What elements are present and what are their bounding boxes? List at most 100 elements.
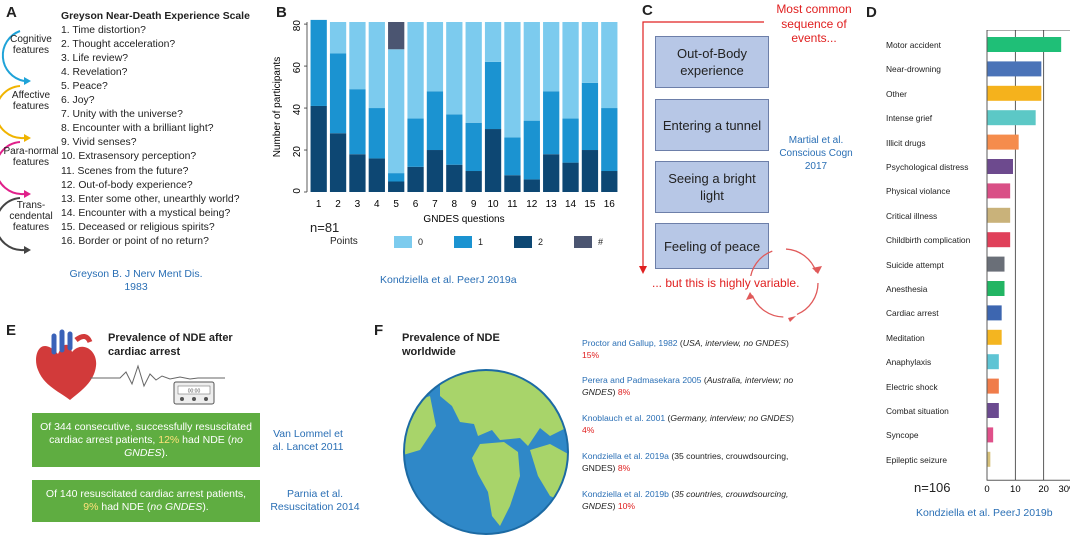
x-tick-label: 7 [432, 199, 438, 210]
ref-pre: ( [701, 375, 707, 385]
bar-anesthesia [987, 281, 1005, 296]
box2-text: Of 140 resuscitated cardiac arrest patie… [45, 488, 247, 500]
feature-arcs [0, 30, 31, 254]
box1-text: Of 344 consecutive, successfully resusci… [40, 420, 252, 446]
bar-segment-2 [581, 150, 599, 192]
category-label: Motor accident [886, 40, 941, 50]
bar-epileptic-seizure [987, 451, 991, 467]
x-tick-label: 13 [546, 199, 558, 210]
bar-childbirth-complication [987, 232, 1011, 248]
category-label: Near-drowning [886, 64, 941, 75]
sequence-box-bright-light: Seeing a bright light [655, 161, 769, 213]
x-tick-label: 20 [1038, 484, 1049, 495]
panel-e-title: Prevalence of NDE after cardiac arrest [108, 332, 233, 358]
bar-segment-2 [543, 154, 560, 192]
feature-paranormal: Para-normal features [3, 146, 59, 168]
gndes-item: 15. Deceased or religious spirits? [61, 221, 215, 233]
bar-segment-1 [601, 108, 618, 172]
sequence-box-out-of-body: Out-of-Body experience [655, 36, 769, 88]
feature-transcendental: Trans-cendental features [9, 200, 53, 233]
bar-combat-situation [987, 403, 999, 418]
ref-detail: 35 countries, crouwdsourcing, GNDES [582, 489, 789, 511]
box1-citation: Van Lommel et al. Lancet 2011 [272, 428, 344, 453]
bar-illicit-drugs [987, 134, 1019, 150]
panel-a-citation: Greyson B. J Nerv Ment Dis. 1983 [69, 268, 203, 293]
gndes-item: 1. Time distortion? [61, 25, 146, 37]
x-tick-label: 9 [471, 199, 477, 210]
bar-segment-0 [601, 22, 618, 109]
bar-segment-2 [310, 105, 327, 192]
box1-percent: 12% [158, 433, 180, 446]
ref-source: Perera and Padmasekara 2005 [582, 375, 702, 385]
category-label: Anaphylaxis [886, 357, 932, 368]
plot-frame [986, 30, 1070, 481]
bar-segment-1 [446, 114, 463, 165]
bar-intense-grief [987, 110, 1036, 126]
bar-other [987, 85, 1042, 101]
bar-segment-2 [446, 164, 463, 192]
gndes-item: 10. Extrasensory perception? [61, 151, 197, 163]
bar-anaphylaxis [987, 354, 999, 370]
category-label: Intense grief [886, 113, 933, 124]
category-label: Anesthesia [886, 284, 928, 294]
bar-segment-0 [329, 22, 347, 54]
bar-segment-0 [426, 22, 444, 92]
bar-segment-0 [581, 22, 599, 83]
ref-source: Kondziella et al. 2019a [582, 451, 669, 461]
category-label: Childbirth complication [886, 235, 971, 246]
gndes-item: 13. Enter some other, unearthly world? [61, 193, 240, 205]
prevalence-reference: Proctor and Gallup, 1982 (USA, interview… [582, 338, 797, 361]
bar-segment-0 [543, 22, 560, 92]
cycle-icon [749, 248, 819, 318]
x-tick-label: 8 [452, 199, 458, 210]
panel-c-label: C [642, 2, 653, 19]
legend-label: # [598, 237, 604, 247]
panel-f-label: F [374, 322, 384, 339]
category-label: Critical illness [886, 210, 938, 221]
bar-segment-2 [349, 154, 366, 192]
x-tick-label: 15 [584, 199, 596, 210]
bar-segment-1 [310, 19, 327, 106]
prevalence-reference: Kondziella et al. 2019b (35 countries, c… [582, 489, 797, 512]
monitor-icon [173, 381, 215, 405]
legend-swatch-1 [454, 236, 472, 248]
legend-swatch-2 [514, 236, 532, 248]
bar-segment-1 [543, 91, 560, 155]
cycle-arrow-icon-2 [746, 292, 754, 300]
ref-source: Kondziella et al. 2019b [582, 489, 669, 499]
bar-segment-2 [407, 166, 424, 192]
category-label: Electric shock [886, 381, 938, 392]
bar-segment-0 [484, 22, 502, 62]
category-label: Epileptic seizure [886, 454, 947, 465]
bar-physical-violance [987, 183, 1011, 199]
bar-segment-0 [407, 22, 424, 119]
ref-percent: 8% [617, 386, 631, 397]
ref-post: ) [612, 500, 618, 511]
x-tick-label: 4 [374, 199, 380, 210]
gndes-item: 16. Border or point of no return? [61, 235, 209, 247]
bar-segment-2 [601, 171, 618, 192]
gndes-item: 11. Scenes from the future? [61, 165, 189, 177]
feature-affective: Affective features [11, 90, 51, 112]
y-tick-label: 40 [292, 104, 303, 116]
bar-segment-0 [349, 22, 366, 90]
panel-d-label: D [866, 4, 877, 21]
bar-segment-1 [426, 91, 444, 151]
gndes-item: 5. Peace? [61, 81, 108, 93]
x-tick-label: 1 [316, 199, 322, 210]
gndes-item: 3. Life review? [61, 53, 128, 65]
gndes-scale-title: Greyson Near-Death Experience Scale [61, 11, 250, 22]
bar-segment-0 [446, 22, 463, 115]
x-tick-label: 5 [393, 199, 399, 210]
x-tick-label: 6 [413, 199, 419, 210]
prevalence-reference: Perera and Padmasekara 2005 (Australia, … [582, 375, 797, 398]
ref-detail: Germany, interview; no GNDES [670, 413, 792, 423]
bar-near-drowning [987, 61, 1042, 77]
bar-segment-1 [562, 118, 579, 163]
gndes-item: 4. Revelation? [61, 67, 128, 79]
box2-em: no GNDES [150, 501, 203, 513]
x-tick-label: 16 [604, 199, 616, 210]
transcendental-arc [0, 197, 25, 252]
panel-c-citation: Martial et al. Conscious Cogn 2017 [779, 135, 853, 172]
bar-electric-shock [987, 378, 999, 394]
